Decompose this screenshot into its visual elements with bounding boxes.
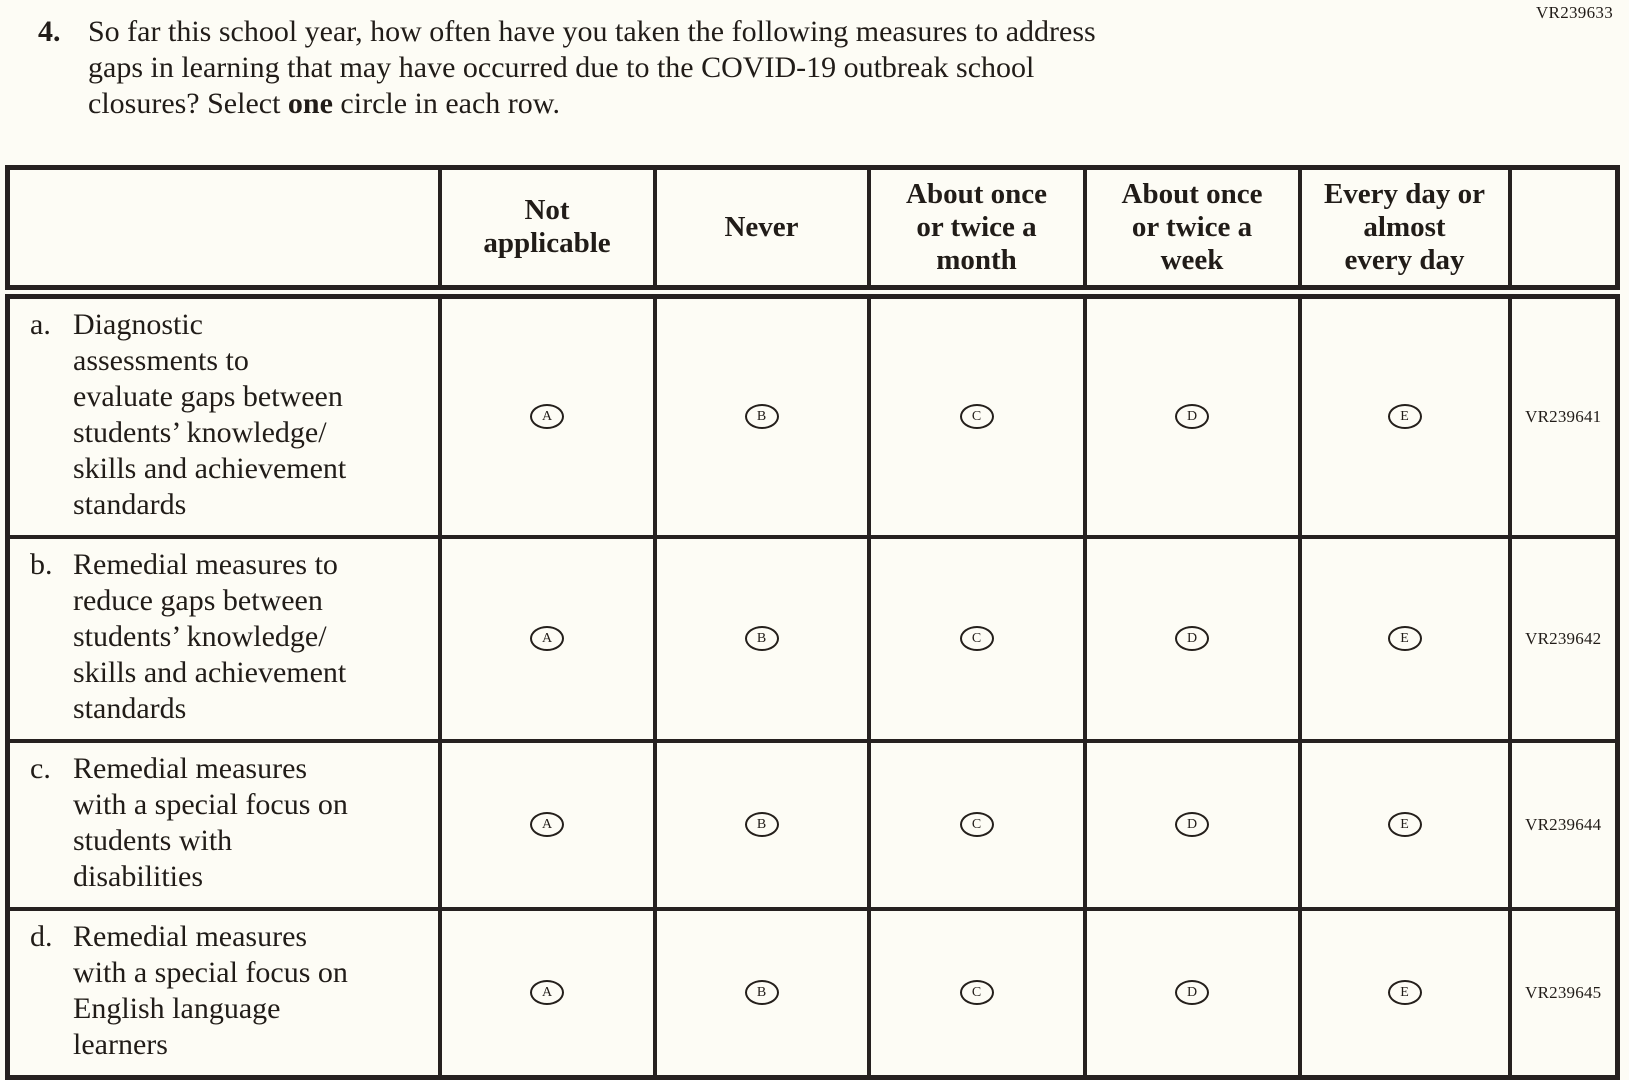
option-cell: C <box>866 534 1087 743</box>
row-label-cell: c. Remedial measures with a special focus… <box>5 738 442 911</box>
column-header-4: About once or twice a week <box>1082 165 1302 299</box>
option-bubble-b[interactable]: B <box>744 980 779 1005</box>
option-bubble-e[interactable]: E <box>1387 626 1422 651</box>
row-text: Remedial measures to reduce gaps between… <box>73 547 347 725</box>
option-cell: E <box>1297 534 1512 743</box>
question-text: So far this school year, how often have … <box>88 14 1096 122</box>
option-cell: B <box>652 906 871 1079</box>
option-bubble-c[interactable]: C <box>959 626 994 651</box>
option-cell: B <box>652 289 871 539</box>
option-bubble-d[interactable]: D <box>1175 812 1209 837</box>
option-bubble-a[interactable]: A <box>530 980 564 1005</box>
table-row-c: c. Remedial measures with a special focus… <box>5 738 1620 911</box>
option-cell: A <box>437 289 657 539</box>
option-bubble-c[interactable]: C <box>959 404 994 429</box>
row-code: VR239644 <box>1507 738 1620 911</box>
option-cell: C <box>866 906 1087 1079</box>
column-header-0 <box>5 165 442 299</box>
question-number: 4. <box>38 15 61 48</box>
option-bubble-b[interactable]: B <box>744 626 779 651</box>
column-header-5: Every day or almost every day <box>1297 165 1512 299</box>
question-block: 4. So far this school year, how often ha… <box>38 14 1096 122</box>
row-letter: d. <box>30 919 53 953</box>
row-text: Remedial measures with a special focus o… <box>73 919 348 1061</box>
table-row-b: b. Remedial measures to reduce gaps betwe… <box>5 534 1620 743</box>
option-cell: C <box>866 738 1087 911</box>
option-cell: A <box>437 906 657 1079</box>
row-letter: b. <box>30 547 53 581</box>
row-label-inner: b. Remedial measures to reduce gaps betwe… <box>10 547 432 727</box>
option-bubble-e[interactable]: E <box>1387 980 1422 1005</box>
response-grid-table: Not applicable Never About once or twice a… <box>5 165 1620 1080</box>
row-label-inner: c. Remedial measures with a special focus… <box>10 751 432 895</box>
column-header-3: About once or twice a month <box>866 165 1087 299</box>
row-label-cell: d. Remedial measures with a special focus… <box>5 906 442 1079</box>
option-bubble-e[interactable]: E <box>1387 812 1422 837</box>
column-header-1: Not applicable <box>437 165 657 299</box>
table-row-a: a. Diagnostic assessments to evaluate gap… <box>5 289 1620 539</box>
option-bubble-a[interactable]: A <box>530 812 564 837</box>
option-bubble-d[interactable]: D <box>1175 404 1209 429</box>
column-header-2: Never <box>652 165 871 299</box>
row-label-inner: a. Diagnostic assessments to evaluate gap… <box>10 307 432 523</box>
row-code: VR239642 <box>1507 534 1620 743</box>
option-cell: D <box>1082 534 1302 743</box>
option-bubble-d[interactable]: D <box>1175 626 1209 651</box>
option-bubble-b[interactable]: B <box>744 404 779 429</box>
question-bold-word: one <box>287 87 333 120</box>
option-cell: B <box>652 534 871 743</box>
row-label-cell: b. Remedial measures to reduce gaps betwe… <box>5 534 442 743</box>
option-cell: C <box>866 289 1087 539</box>
row-letter: a. <box>30 307 51 341</box>
option-bubble-c[interactable]: C <box>959 980 994 1005</box>
row-letter: c. <box>30 751 51 785</box>
option-bubble-b[interactable]: B <box>744 812 779 837</box>
option-cell: D <box>1082 289 1302 539</box>
question-text-part1: So far this school year, how often have … <box>88 15 1096 120</box>
form-code-top-right: VR239633 <box>1535 3 1613 22</box>
option-cell: E <box>1297 738 1512 911</box>
option-cell: E <box>1297 289 1512 539</box>
table-row-d: d. Remedial measures with a special focus… <box>5 906 1620 1079</box>
option-cell: E <box>1297 906 1512 1079</box>
option-cell: D <box>1082 906 1302 1079</box>
option-bubble-a[interactable]: A <box>530 626 564 651</box>
column-header-6 <box>1507 165 1620 299</box>
row-text: Diagnostic assessments to evaluate gaps … <box>73 307 347 521</box>
row-label-cell: a. Diagnostic assessments to evaluate gap… <box>5 289 442 539</box>
row-text: Remedial measures with a special focus o… <box>73 751 348 893</box>
row-code: VR239645 <box>1507 906 1620 1079</box>
grid-header-row: Not applicable Never About once or twice a… <box>5 165 1620 299</box>
grid-body: a. Diagnostic assessments to evaluate gap… <box>5 289 1620 1079</box>
option-bubble-e[interactable]: E <box>1387 404 1422 429</box>
option-cell: A <box>437 738 657 911</box>
option-cell: A <box>437 534 657 743</box>
row-code: VR239641 <box>1507 289 1620 539</box>
option-bubble-c[interactable]: C <box>959 812 994 837</box>
option-bubble-d[interactable]: D <box>1175 980 1209 1005</box>
row-label-inner: d. Remedial measures with a special focus… <box>10 919 432 1063</box>
option-bubble-a[interactable]: A <box>530 404 564 429</box>
grid-header: Not applicable Never About once or twice a… <box>5 165 1620 299</box>
option-cell: D <box>1082 738 1302 911</box>
option-cell: B <box>652 738 871 911</box>
question-text-part2: circle in each row. <box>332 87 561 120</box>
